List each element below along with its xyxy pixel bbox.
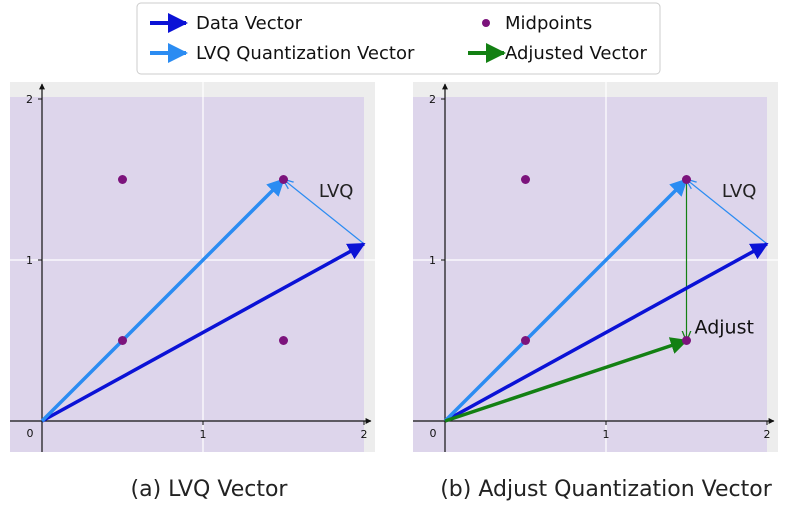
panel-a-lvq-vector: 0 1 2 1 2 LVQ (10, 82, 375, 452)
legend-item-adjusted-vector: Adjusted Vector (468, 43, 647, 64)
panel-b-adjust-quantization: 0 1 2 1 2 LVQ Adjust (413, 82, 778, 452)
midpoint (682, 175, 691, 184)
y-tick-label: 2 (26, 93, 33, 106)
midpoint (118, 175, 127, 184)
y-tick-label: 1 (26, 254, 33, 267)
x-tick-label: 1 (200, 428, 207, 441)
caption-panel-b: (b) Adjust Quantization Vector (440, 477, 773, 502)
vector-data-vector (41, 242, 366, 423)
legend-item-data-vector: Data Vector (150, 13, 303, 34)
origin-tick-label: 0 (27, 427, 34, 440)
caption-panel-a: (a) LVQ Vector (131, 477, 289, 502)
vector-lvq-quantization-vector (443, 178, 688, 423)
vector-data-vector (444, 242, 769, 423)
legend-frame (136, 2, 661, 75)
midpoint (279, 336, 288, 345)
y-tick-label: 1 (429, 254, 436, 267)
midpoint (682, 336, 691, 345)
legend-key-midpoints (482, 19, 490, 27)
midpoint (521, 336, 530, 345)
vector-lvq-quantization-vector (40, 178, 285, 423)
x-tick-label: 2 (361, 428, 368, 441)
legend-label-lvq-vector: LVQ Quantization Vector (196, 43, 415, 64)
x-tick-label: 1 (603, 428, 610, 441)
legend-swatch-midpoints (482, 19, 490, 27)
annotation-lvq: LVQ (722, 181, 757, 202)
legend-label-data-vector: Data Vector (196, 13, 303, 34)
legend-item-midpoints: Midpoints (482, 13, 592, 34)
midpoint (279, 175, 288, 184)
midpoint (521, 175, 530, 184)
annotation-lvq: LVQ (319, 181, 354, 202)
legend-item-lvq-vector: LVQ Quantization Vector (150, 43, 415, 64)
x-tick-label: 2 (764, 428, 771, 441)
annotation-adjust: Adjust (695, 317, 754, 339)
y-tick-label: 2 (429, 93, 436, 106)
vector-adjusted-vector (444, 337, 689, 423)
connector-line (687, 180, 768, 245)
connector-line (284, 180, 365, 245)
legend-label-adjusted-vector: Adjusted Vector (505, 43, 647, 64)
origin-tick-label: 0 (430, 427, 437, 440)
legend: Data Vector LVQ Quantization Vector Midp… (136, 2, 661, 75)
legend-label-midpoints: Midpoints (505, 13, 592, 34)
midpoint (118, 336, 127, 345)
